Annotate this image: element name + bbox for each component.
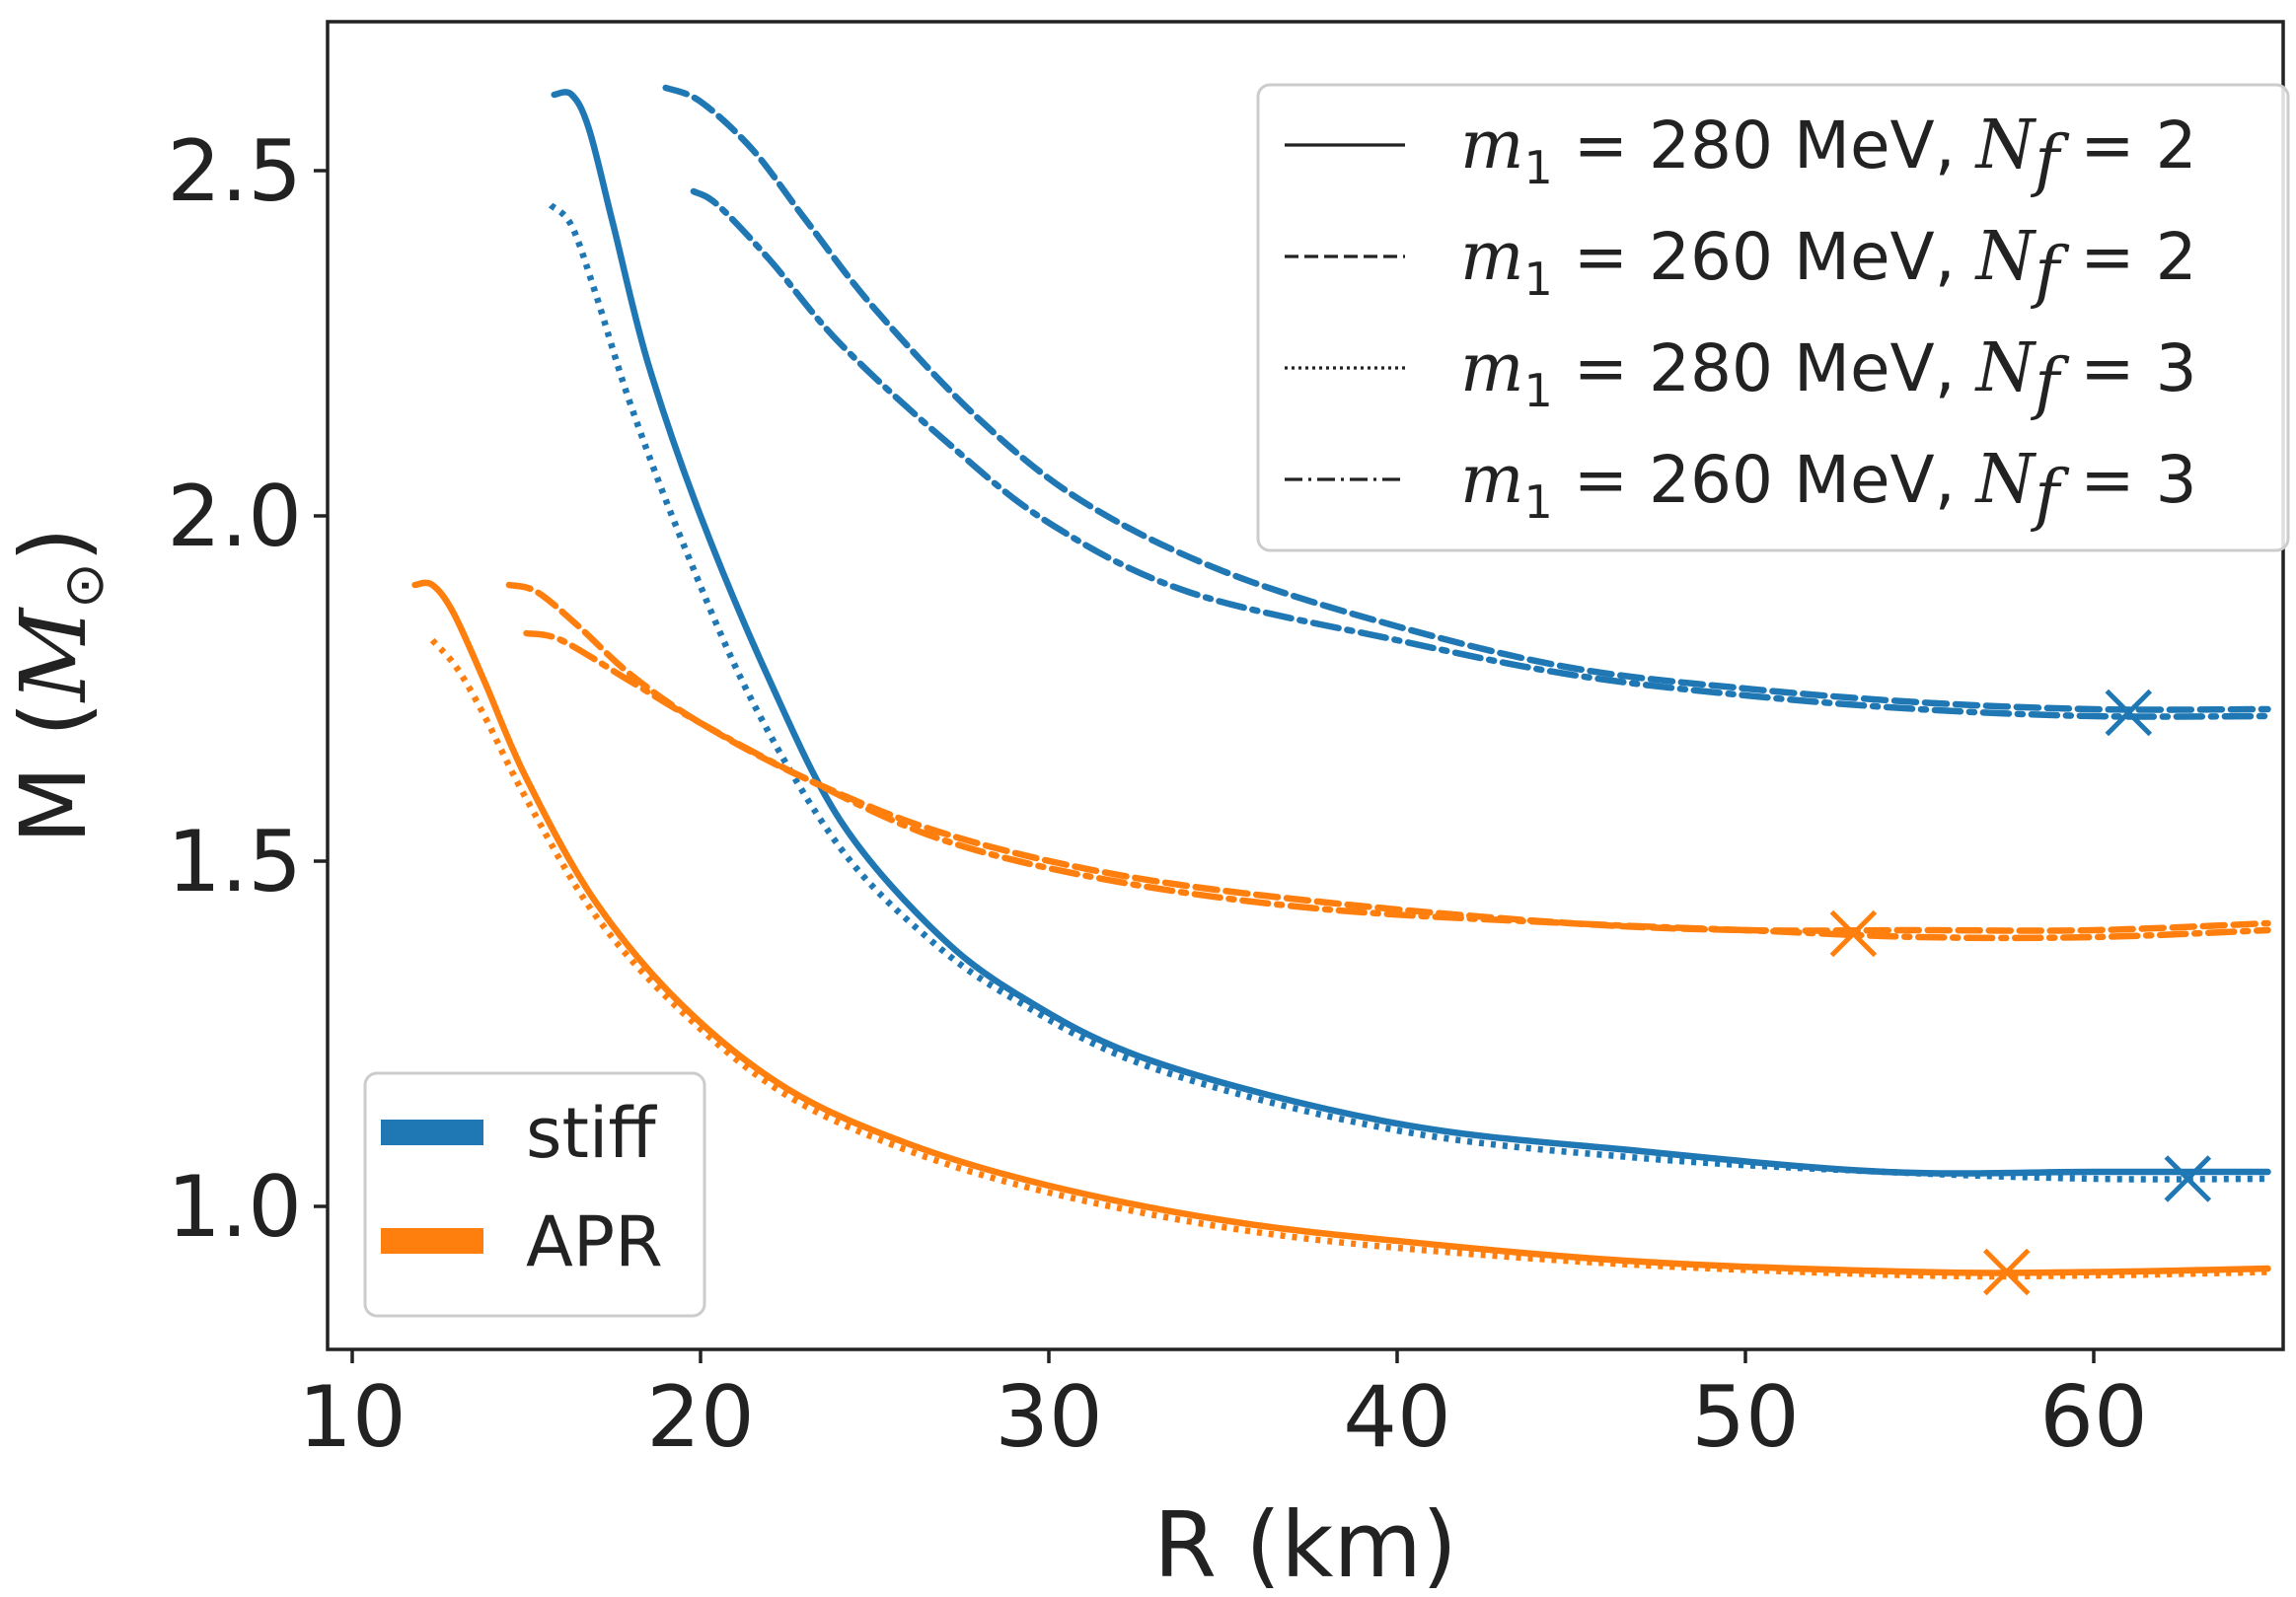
legend-label-stiff: stiff <box>526 1093 657 1174</box>
y-axis-label-symbol: M <box>1 606 107 703</box>
x-tick-label: 30 <box>995 1368 1102 1467</box>
apr-cross-upper-stroke-b <box>1829 909 1878 958</box>
x-axis-label: R (km) <box>1153 1492 1457 1597</box>
series-stiff-solid <box>551 89 2271 1177</box>
stiff-cross-lower-stroke-b <box>2164 1155 2212 1202</box>
eos-color-legend: stiff APR <box>363 1071 706 1318</box>
series-apr-dashdot <box>523 629 2271 942</box>
stiff-cross-lower <box>2164 1155 2212 1202</box>
line-style-legend: m1 = 280 MeV, Nf = 2m1 = 260 MeV, Nf = 2… <box>1256 83 2290 552</box>
y-tick-label: 2.5 <box>167 122 302 221</box>
x-tick-label: 60 <box>2039 1368 2147 1467</box>
apr-cross-lower <box>1982 1248 2031 1296</box>
legend-entry-dotted: m1 = 280 MeV, Nf = 3 <box>1285 329 2197 423</box>
legend-entry-apr: APR <box>381 1201 663 1282</box>
legend-label-dotted: m1 = 280 MeV, Nf = 3 <box>1460 329 2197 423</box>
marker-layer <box>1829 689 2212 1296</box>
series-stiff-dotted <box>548 202 2268 1183</box>
y-tick-label: 1.0 <box>167 1158 302 1257</box>
plot-frame <box>326 20 2285 1351</box>
stiff-cross-upper-stroke-b <box>2105 689 2153 737</box>
y-axis-label-sub: ⊙ <box>52 562 116 609</box>
legend-entry-stiff: stiff <box>381 1093 657 1174</box>
y-axis-label: M (M⊙) <box>1 527 116 844</box>
series-layer <box>411 84 2271 1280</box>
series-stiff-dashed <box>662 84 2271 713</box>
series-apr-dotted <box>429 637 2268 1280</box>
x-tick-label: 50 <box>1691 1368 1799 1467</box>
legend-swatch-apr <box>381 1228 483 1254</box>
apr-cross-upper <box>1829 909 1878 958</box>
series-apr-solid <box>411 579 2271 1276</box>
apr-cross-lower-stroke-b <box>1982 1248 2031 1296</box>
x-tick-label: 10 <box>298 1368 406 1467</box>
y-axis-label-main: M ( <box>1 701 107 844</box>
y-tick-label: 1.5 <box>167 813 302 911</box>
x-tick-label: 40 <box>1343 1368 1450 1467</box>
legend-label-solid: m1 = 280 MeV, Nf = 2 <box>1460 107 2197 200</box>
series-apr-dashed <box>505 581 2271 934</box>
legend-label-apr: APR <box>526 1201 663 1282</box>
line-style-legend-box <box>1256 83 2290 552</box>
tick-layer: 10 20 30 40 50 60 1.0 1.5 2.0 2.5 <box>167 122 2148 1467</box>
x-tick-label: 20 <box>646 1368 754 1467</box>
series-stiff-dashdot <box>690 187 2271 720</box>
y-axis-label-close: ) <box>1 527 107 562</box>
legend-swatch-stiff <box>381 1120 483 1145</box>
y-tick-label: 2.0 <box>167 468 302 566</box>
legend-entry-solid: m1 = 280 MeV, Nf = 2 <box>1285 107 2197 200</box>
stiff-cross-upper <box>2105 689 2153 737</box>
